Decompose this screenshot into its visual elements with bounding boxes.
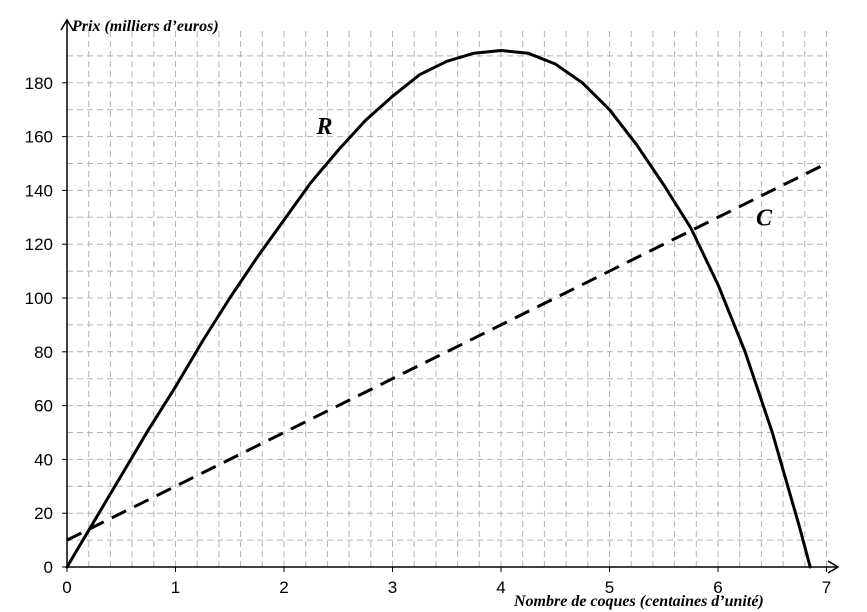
y-tick-label: 60 (34, 397, 53, 416)
x-tick-label: 4 (496, 578, 505, 597)
y-tick-label: 20 (34, 504, 53, 523)
x-tick-label: 0 (62, 578, 71, 597)
x-tick-label: 2 (279, 578, 288, 597)
x-axis-title: Nombre de coques (centaines d’unité) (513, 593, 764, 610)
series-line-c (66, 162, 828, 542)
curve-label-r: R (316, 114, 333, 140)
axes (60, 18, 840, 574)
y-tick-label: 40 (34, 450, 53, 469)
y-tick-label: 0 (44, 558, 53, 577)
x-tick-label: 7 (822, 578, 831, 597)
y-tick-label: 100 (25, 289, 53, 308)
x-tick-label: 3 (388, 578, 397, 597)
y-tick-label: 80 (34, 343, 53, 362)
y-tick-label: 180 (25, 74, 53, 93)
x-axis-arrow-icon (827, 560, 840, 574)
y-tick-label: 160 (25, 128, 53, 147)
tick-labels: 0 1 2 3 4 5 6 7 0 20 40 60 80 100 120 140 160 180 (25, 74, 832, 597)
tick-marks (62, 82, 827, 572)
y-axis-arrow-icon (60, 18, 74, 31)
series (65, 49, 828, 569)
x-tick-label: 1 (171, 578, 180, 597)
grid (67, 29, 827, 567)
y-tick-label: 120 (25, 235, 53, 254)
x-tick-label: 5 (605, 578, 614, 597)
x-tick-label: 6 (713, 578, 722, 597)
y-axis-title: Prix (milliers d’euros) (71, 18, 219, 35)
y-tick-label: 140 (25, 181, 53, 200)
series-line-r (65, 49, 812, 569)
curve-label-c: C (756, 205, 773, 231)
annotations: RC (316, 114, 773, 231)
